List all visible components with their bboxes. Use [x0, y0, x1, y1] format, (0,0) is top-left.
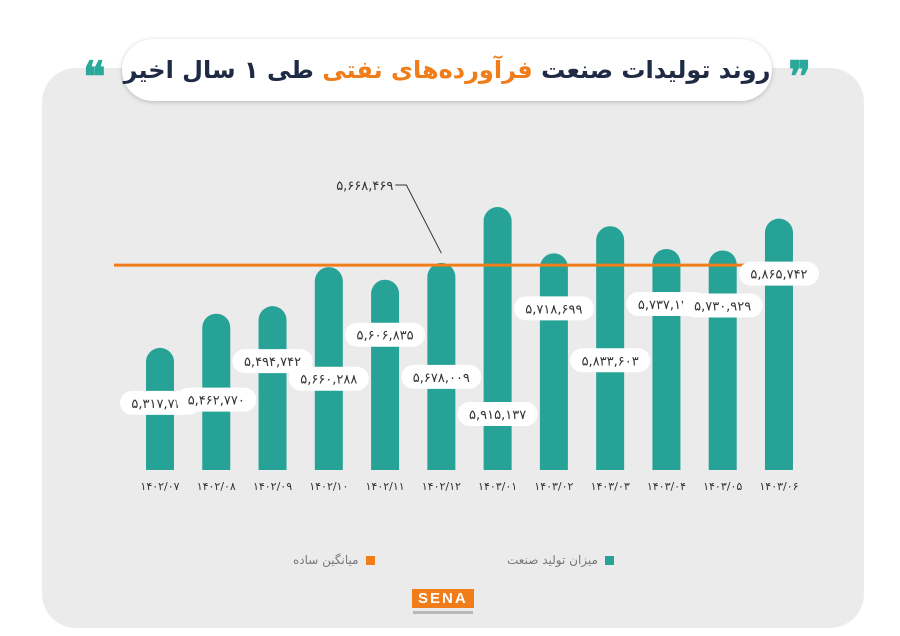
x-tick-10: ۱۴۰۳/۰۴ — [647, 480, 686, 493]
x-tick-2: ۱۴۰۲/۰۸ — [197, 480, 236, 493]
bar-9 — [596, 226, 625, 470]
value-label-text-4: ۵,۶۶۰,۲۸۸ — [300, 373, 357, 388]
bar-8 — [539, 253, 568, 470]
bar-10 — [652, 248, 681, 470]
legend-label-series: میزان تولید صنعت — [507, 553, 598, 567]
value-label-bg-2 — [176, 387, 257, 412]
value-label-7: ۵,۹۱۵,۱۳۷ — [457, 402, 538, 426]
legend-label-average: میانگین ساده — [293, 553, 359, 567]
legend-item-average: میانگین ساده — [293, 553, 375, 567]
value-label-11: ۵,۷۳۰,۹۲۹ — [682, 293, 763, 318]
value-label-bg-8 — [513, 296, 594, 321]
x-tick-12: ۱۴۰۳/۰۶ — [759, 480, 798, 493]
bar-7 — [483, 207, 512, 470]
value-label-12: ۵,۸۶۵,۷۴۲ — [738, 261, 819, 286]
value-label-9: ۵,۸۳۳,۶۰۳ — [570, 348, 651, 373]
value-label-4: ۵,۶۶۰,۲۸۸ — [288, 366, 369, 391]
value-label-text-3: ۵,۴۹۴,۷۴۲ — [244, 355, 301, 370]
value-label-text-9: ۵,۸۳۳,۶۰۳ — [582, 354, 639, 369]
value-label-bg-6 — [401, 364, 482, 389]
title-prefix: روند تولیدات صنعت — [541, 56, 771, 84]
x-tick-7: ۱۴۰۳/۰۱ — [478, 480, 517, 493]
left-quote-icon: ❝ — [82, 52, 106, 101]
value-label-8: ۵,۷۱۸,۶۹۹ — [513, 296, 594, 321]
title-suffix: طی ۱ سال اخیر — [123, 56, 314, 84]
x-tick-3: ۱۴۰۲/۰۹ — [253, 480, 292, 493]
bar-5 — [371, 279, 400, 470]
bar-11 — [708, 250, 737, 470]
legend-swatch-average — [365, 555, 375, 565]
average-value-label: ۵,۶۶۸,۴۶۹ — [336, 179, 393, 194]
legend-item-series: میزان تولید صنعت — [507, 553, 614, 567]
x-tick-5: ۱۴۰۲/۱۱ — [366, 480, 405, 493]
value-label-text-2: ۵,۴۶۲,۷۷۰ — [188, 394, 245, 409]
legend-swatch-series — [604, 555, 614, 565]
value-label-bg-7 — [457, 402, 538, 426]
value-label-bg-9 — [570, 348, 651, 373]
x-tick-8: ۱۴۰۳/۰۲ — [534, 480, 573, 493]
value-label-text-5: ۵,۶۰۶,۸۳۵ — [357, 329, 414, 344]
value-label-3: ۵,۴۹۴,۷۴۲ — [232, 349, 313, 374]
value-label-bg-12 — [738, 261, 819, 286]
logo-text: SENA — [412, 589, 474, 608]
x-tick-9: ۱۴۰۳/۰۳ — [591, 480, 630, 493]
value-label-text-6: ۵,۶۷۸,۰۰۹ — [413, 371, 470, 386]
x-tick-4: ۱۴۰۲/۱۰ — [309, 480, 348, 493]
value-label-text-10: ۵,۷۳۷,۱۳۶ — [638, 298, 695, 313]
logo-underline — [412, 611, 473, 614]
value-label-2: ۵,۴۶۲,۷۷۰ — [176, 387, 257, 412]
value-label-6: ۵,۶۷۸,۰۰۹ — [401, 364, 482, 389]
value-label-bg-11 — [682, 293, 763, 318]
x-tick-11: ۱۴۰۳/۰۵ — [703, 480, 742, 493]
average-leader-line — [395, 184, 442, 254]
value-label-bg-5 — [345, 322, 426, 347]
value-label-text-12: ۵,۸۶۵,۷۴۲ — [750, 268, 807, 283]
title-banner: ❝ روند تولیدات صنعت فرآورده‌های نفتی طی … — [83, 39, 811, 101]
sena-logo: SENA — [412, 589, 474, 614]
bar-3 — [258, 306, 287, 470]
value-label-text-8: ۵,۷۱۸,۶۹۹ — [525, 302, 582, 317]
title-highlight: فرآورده‌های نفتی — [322, 56, 533, 84]
bar-12 — [764, 218, 793, 470]
value-label-text-1: ۵,۳۱۷,۷۳۲ — [131, 397, 188, 412]
value-label-5: ۵,۶۰۶,۸۳۵ — [345, 322, 426, 347]
value-label-text-11: ۵,۷۳۰,۹۲۹ — [694, 299, 751, 314]
right-quote-icon: ❞ — [788, 52, 812, 101]
value-label-text-7: ۵,۹۱۵,۱۳۷ — [469, 408, 526, 423]
x-tick-1: ۱۴۰۲/۰۷ — [140, 480, 179, 493]
value-label-bg-3 — [232, 349, 313, 374]
x-tick-6: ۱۴۰۲/۱۲ — [422, 480, 461, 493]
chart-title: روند تولیدات صنعت فرآورده‌های نفتی طی ۱ … — [124, 56, 771, 84]
value-label-bg-4 — [288, 366, 369, 391]
